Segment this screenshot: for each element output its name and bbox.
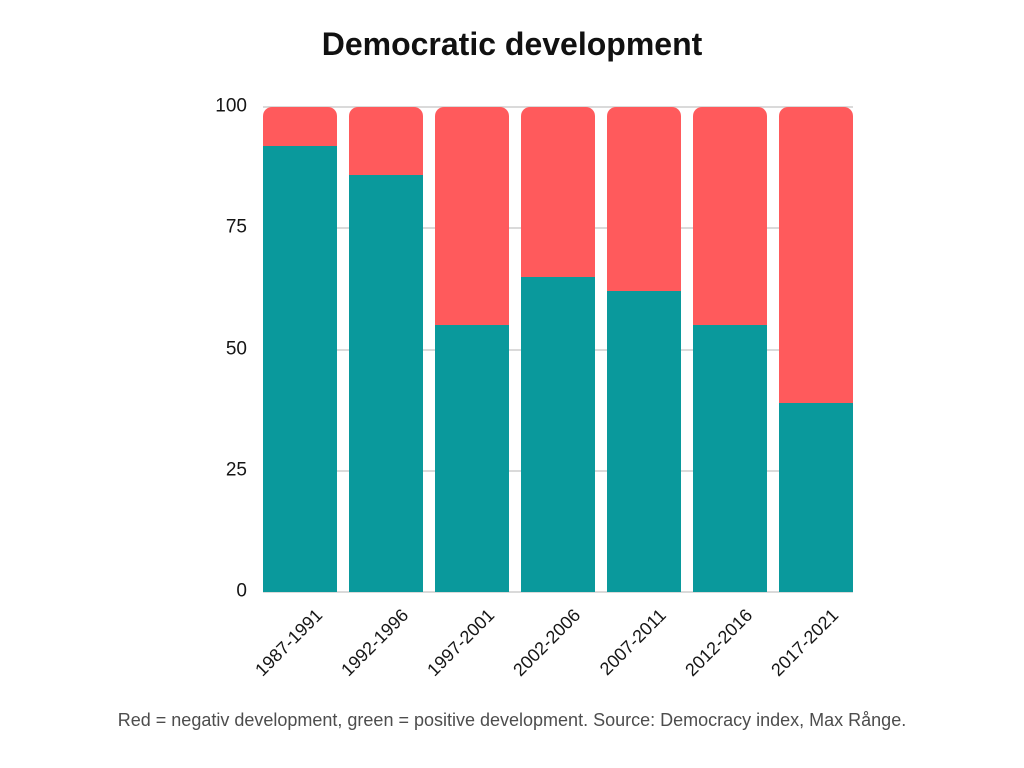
y-tick-label-75: 75 xyxy=(225,216,247,238)
x-axis: 1987-1991 1992-1996 1997-2001 2002-2006 2007… xyxy=(251,592,853,712)
bars xyxy=(263,107,853,592)
bar-2002-2006 xyxy=(521,107,595,592)
bar-1992-1996 xyxy=(349,107,423,592)
x-tick-label-2012-2016: 2012-2016 xyxy=(681,605,757,681)
bar-2007-2011 xyxy=(607,107,681,592)
bar-segment-positive xyxy=(435,325,509,592)
bar-segment-negative xyxy=(607,107,681,292)
x-tick-label-1987-1991: 1987-1991 xyxy=(251,605,327,681)
y-tick-label-50: 50 xyxy=(225,338,247,360)
chart-caption: Red = negativ development, green = posit… xyxy=(117,710,907,730)
bar-segment-negative xyxy=(263,107,337,146)
bar-1987-1991 xyxy=(263,107,337,592)
bar-segment-negative xyxy=(779,107,853,403)
bar-segment-negative xyxy=(349,107,423,175)
bar-segment-positive xyxy=(779,402,853,592)
bar-segment-positive xyxy=(263,145,337,592)
y-tick-label-0: 0 xyxy=(236,580,247,602)
y-tick-label-25: 25 xyxy=(225,459,247,481)
bar-segment-positive xyxy=(521,276,595,592)
x-tick-label-1992-1996: 1992-1996 xyxy=(337,605,413,681)
x-tick-label-2002-2006: 2002-2006 xyxy=(509,605,585,681)
plot-area xyxy=(263,106,853,593)
bar-segment-positive xyxy=(349,174,423,592)
bar-2012-2016 xyxy=(693,107,767,592)
x-tick-label-2017-2021: 2017-2021 xyxy=(767,605,843,681)
bar-segment-negative xyxy=(521,107,595,277)
bar-segment-negative xyxy=(435,107,509,326)
chart-title: Democratic development xyxy=(321,26,703,62)
bar-2017-2021 xyxy=(779,107,853,592)
bar-segment-positive xyxy=(693,325,767,592)
bar-segment-positive xyxy=(607,291,681,592)
gridline-0 xyxy=(263,591,853,593)
x-tick-label-2007-2011: 2007-2011 xyxy=(596,605,671,680)
bar-1997-2001 xyxy=(435,107,509,592)
x-tick-label-1997-2001: 1997-2001 xyxy=(423,605,499,681)
y-axis: 0 25 50 75 100 xyxy=(0,96,247,602)
bar-segment-negative xyxy=(693,107,767,326)
y-tick-label-100: 100 xyxy=(215,95,247,117)
